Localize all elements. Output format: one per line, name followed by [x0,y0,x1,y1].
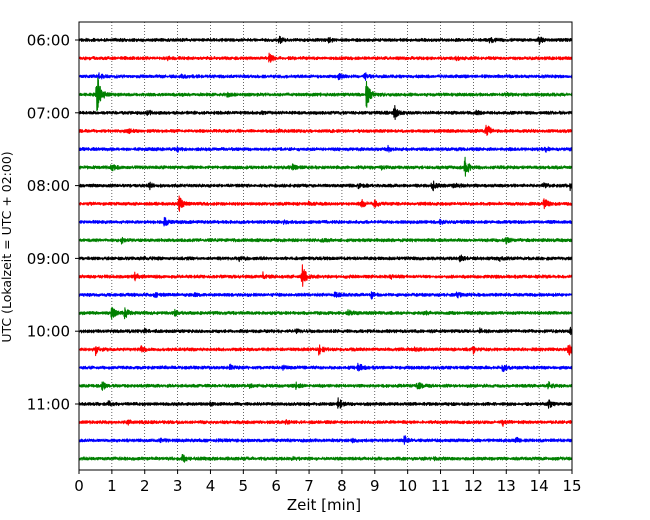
x-tick-label: 14 [530,477,549,495]
trace-0715 [78,124,573,136]
y-tick-label: 11:00 [27,396,70,414]
trace-0645 [78,77,573,112]
x-tick-label: 7 [304,477,314,495]
x-tick-label: 10 [398,477,417,495]
x-tick-label: 1 [107,477,117,495]
trace-0930 [78,291,573,300]
trace-0745 [78,156,573,177]
plot-frame [78,21,573,471]
x-tick-label: 0 [74,477,84,495]
trace-1015 [78,344,573,357]
trace-0800 [78,180,573,192]
y-axis-ticks: 06:00 07:00 08:00 09:00 10:00 11:00 [27,32,79,414]
trace-1115 [78,419,573,427]
trace-1030 [78,362,573,373]
trace-0915 [78,264,573,287]
x-tick-label: 11 [431,477,450,495]
y-tick-label: 06:00 [27,32,70,50]
trace-0845 [78,236,573,245]
y-tick-label: 09:00 [27,250,70,268]
trace-0615 [78,52,573,63]
x-axis-ticks: 0 1 2 3 4 5 6 7 8 9 10 11 12 13 14 15 [74,470,582,495]
x-tick-label: 13 [497,477,516,495]
y-tick-label: 08:00 [27,177,70,195]
x-tick-label: 4 [206,477,216,495]
x-tick-label: 6 [271,477,281,495]
y-axis-label: UTC (Lokalzeit = UTC + 02:00) [0,151,14,342]
x-tick-label: 5 [239,477,249,495]
x-tick-label: 3 [173,477,183,495]
trace-1130 [78,435,573,445]
y-tick-label: 10:00 [27,323,70,341]
trace-1000 [78,326,573,336]
x-tick-label: 12 [464,477,483,495]
x-axis-label: Zeit [min] [287,496,361,514]
x-tick-label: 9 [370,477,380,495]
trace-0730 [78,144,573,153]
trace-0900 [78,254,573,263]
x-tick-label: 15 [562,477,581,495]
y-tick-label: 07:00 [27,104,70,122]
trace-0830 [78,216,573,227]
x-tick-label: 8 [337,477,347,495]
trace-1100 [78,397,573,409]
trace-layer [78,35,573,463]
trace-0600 [78,35,573,46]
trace-0700 [78,105,573,120]
x-tick-label: 2 [140,477,150,495]
trace-0630 [78,72,573,81]
trace-0815 [78,195,573,212]
trace-1045 [78,380,573,391]
trace-1145 [78,453,573,463]
trace-0945 [78,306,573,320]
